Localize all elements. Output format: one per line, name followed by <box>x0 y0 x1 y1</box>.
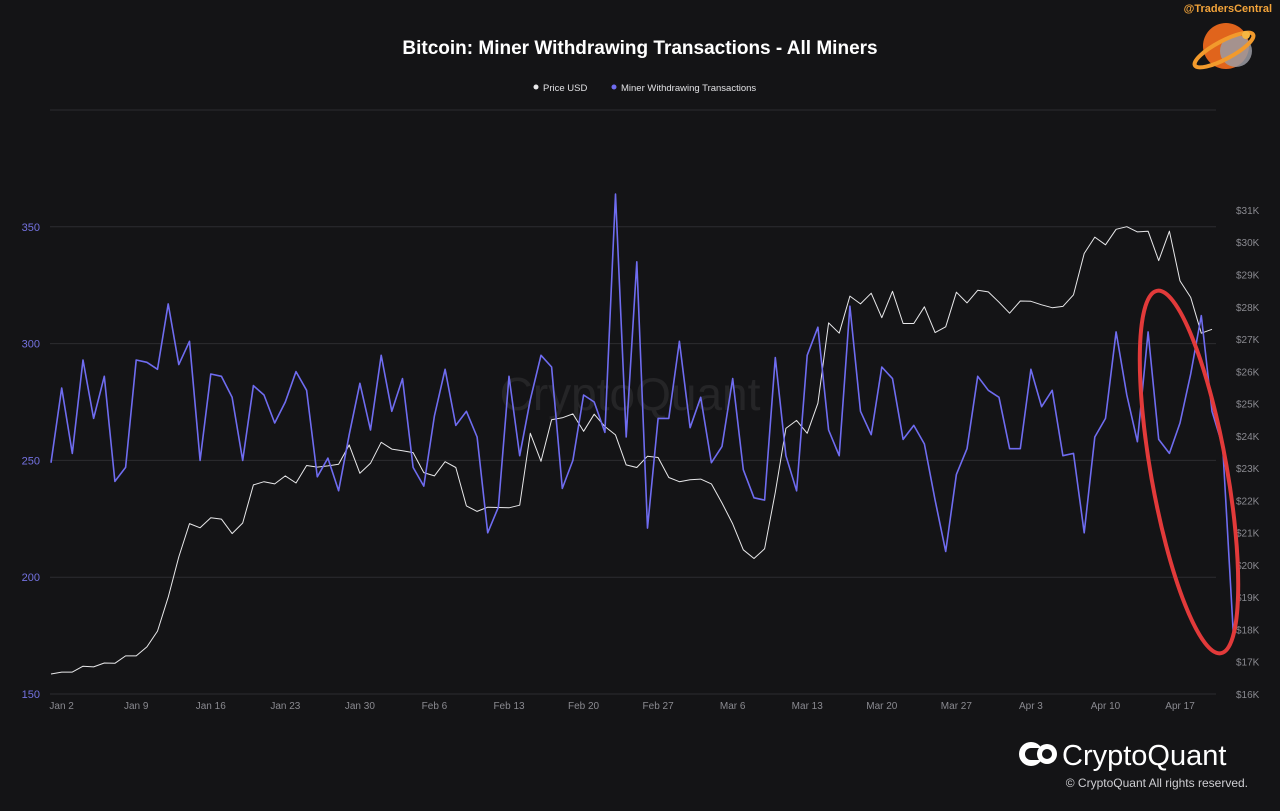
x-axis-tick-label: Apr 3 <box>1019 701 1043 712</box>
right-axis-tick-label: $29K <box>1236 270 1260 281</box>
legend-marker <box>611 84 617 90</box>
cryptoquant-logo-icon <box>1019 742 1057 766</box>
right-axis-tick-label: $25K <box>1236 400 1260 411</box>
x-axis-tick-label: Jan 23 <box>270 701 300 712</box>
right-axis-tick-label: $31K <box>1236 206 1260 217</box>
x-axis-tick-label: Mar 27 <box>941 701 973 712</box>
x-axis-tick-label: Jan 16 <box>196 701 226 712</box>
right-axis-tick-label: $22K <box>1236 496 1260 507</box>
traders-central-handle: @TradersCentral <box>1183 3 1272 15</box>
right-axis-tick-label: $24K <box>1236 432 1260 443</box>
x-axis-tick-label: Feb 13 <box>493 701 525 712</box>
miner-withdrawing-line <box>50 193 1235 634</box>
x-axis-tick-label: Mar 20 <box>866 701 898 712</box>
left-axis-tick-label: 200 <box>22 572 40 584</box>
right-axis-tick-label: $23K <box>1236 464 1260 475</box>
legend-marker <box>533 84 539 90</box>
x-axis-tick-label: Jan 2 <box>49 701 74 712</box>
right-axis-tick-label: $16K <box>1236 690 1260 701</box>
cryptoquant-logo-text: CryptoQuant <box>1062 740 1226 772</box>
left-axis-tick-label: 300 <box>22 339 40 351</box>
left-axis-tick-label: 250 <box>22 455 40 467</box>
right-axis-tick-label: $19K <box>1236 593 1260 604</box>
right-axis-tick-label: $20K <box>1236 561 1260 572</box>
right-axis-tick-label: $17K <box>1236 658 1260 669</box>
traders-central-planet-icon <box>1192 23 1256 70</box>
copyright-text: © CryptoQuant All rights reserved. <box>1065 776 1248 790</box>
x-axis-tick-label: Apr 17 <box>1165 701 1195 712</box>
x-axis-tick-label: Feb 20 <box>568 701 600 712</box>
x-axis-tick-label: Mar 13 <box>792 701 824 712</box>
right-axis-tick-label: $21K <box>1236 529 1260 540</box>
x-axis-tick-label: Apr 10 <box>1091 701 1121 712</box>
right-axis-tick-label: $18K <box>1236 625 1260 636</box>
right-axis-tick-label: $30K <box>1236 238 1260 249</box>
cryptoquant-logo: CryptoQuant <box>1016 736 1248 777</box>
right-axis-tick-label: $28K <box>1236 303 1260 314</box>
x-axis-tick-label: Feb 27 <box>643 701 675 712</box>
price-usd-line <box>50 226 1213 675</box>
left-axis-tick-label: 150 <box>22 689 40 701</box>
right-axis-tick-label: $26K <box>1236 367 1260 378</box>
left-axis-tick-label: 350 <box>22 222 40 234</box>
x-axis-tick-label: Mar 6 <box>720 701 746 712</box>
right-axis-tick-label: $27K <box>1236 335 1260 346</box>
x-axis-tick-label: Jan 9 <box>124 701 149 712</box>
annotation-ellipse <box>1137 288 1241 656</box>
x-axis-tick-label: Jan 30 <box>345 701 375 712</box>
legend-label: Miner Withdrawing Transactions <box>621 83 756 94</box>
legend-label: Price USD <box>543 83 587 94</box>
x-axis-tick-label: Feb 6 <box>422 701 448 712</box>
chart-title: Bitcoin: Miner Withdrawing Transactions … <box>402 38 877 59</box>
